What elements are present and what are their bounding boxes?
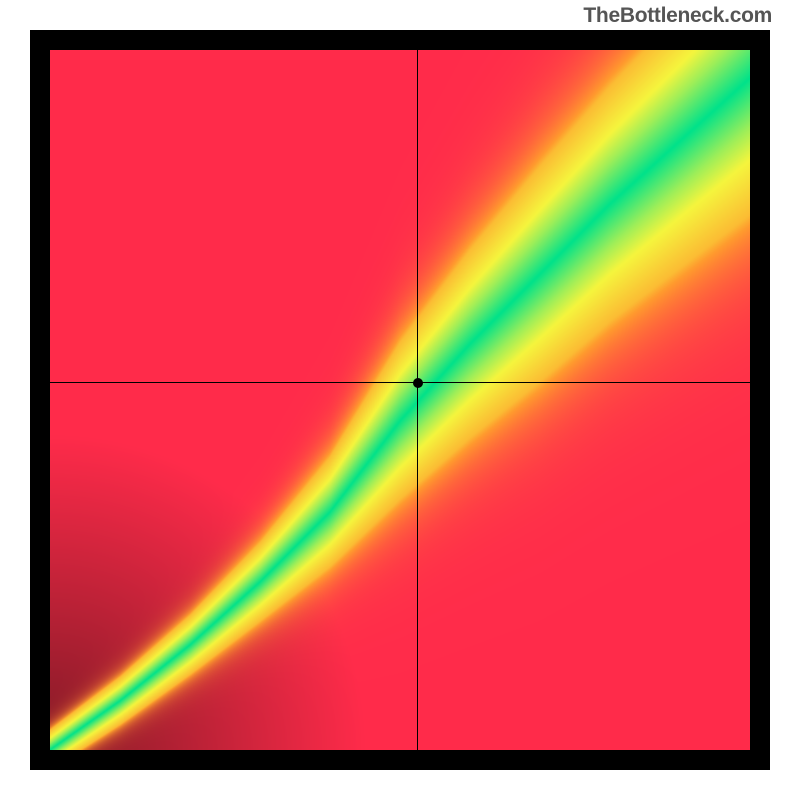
plot-area [50, 50, 750, 750]
heatmap-canvas [50, 50, 750, 750]
crosshair-vertical [417, 50, 418, 750]
watermark-text: TheBottleneck.com [583, 4, 772, 28]
plot-frame [30, 30, 770, 770]
crosshair-horizontal [50, 382, 750, 383]
crosshair-marker [413, 378, 423, 388]
